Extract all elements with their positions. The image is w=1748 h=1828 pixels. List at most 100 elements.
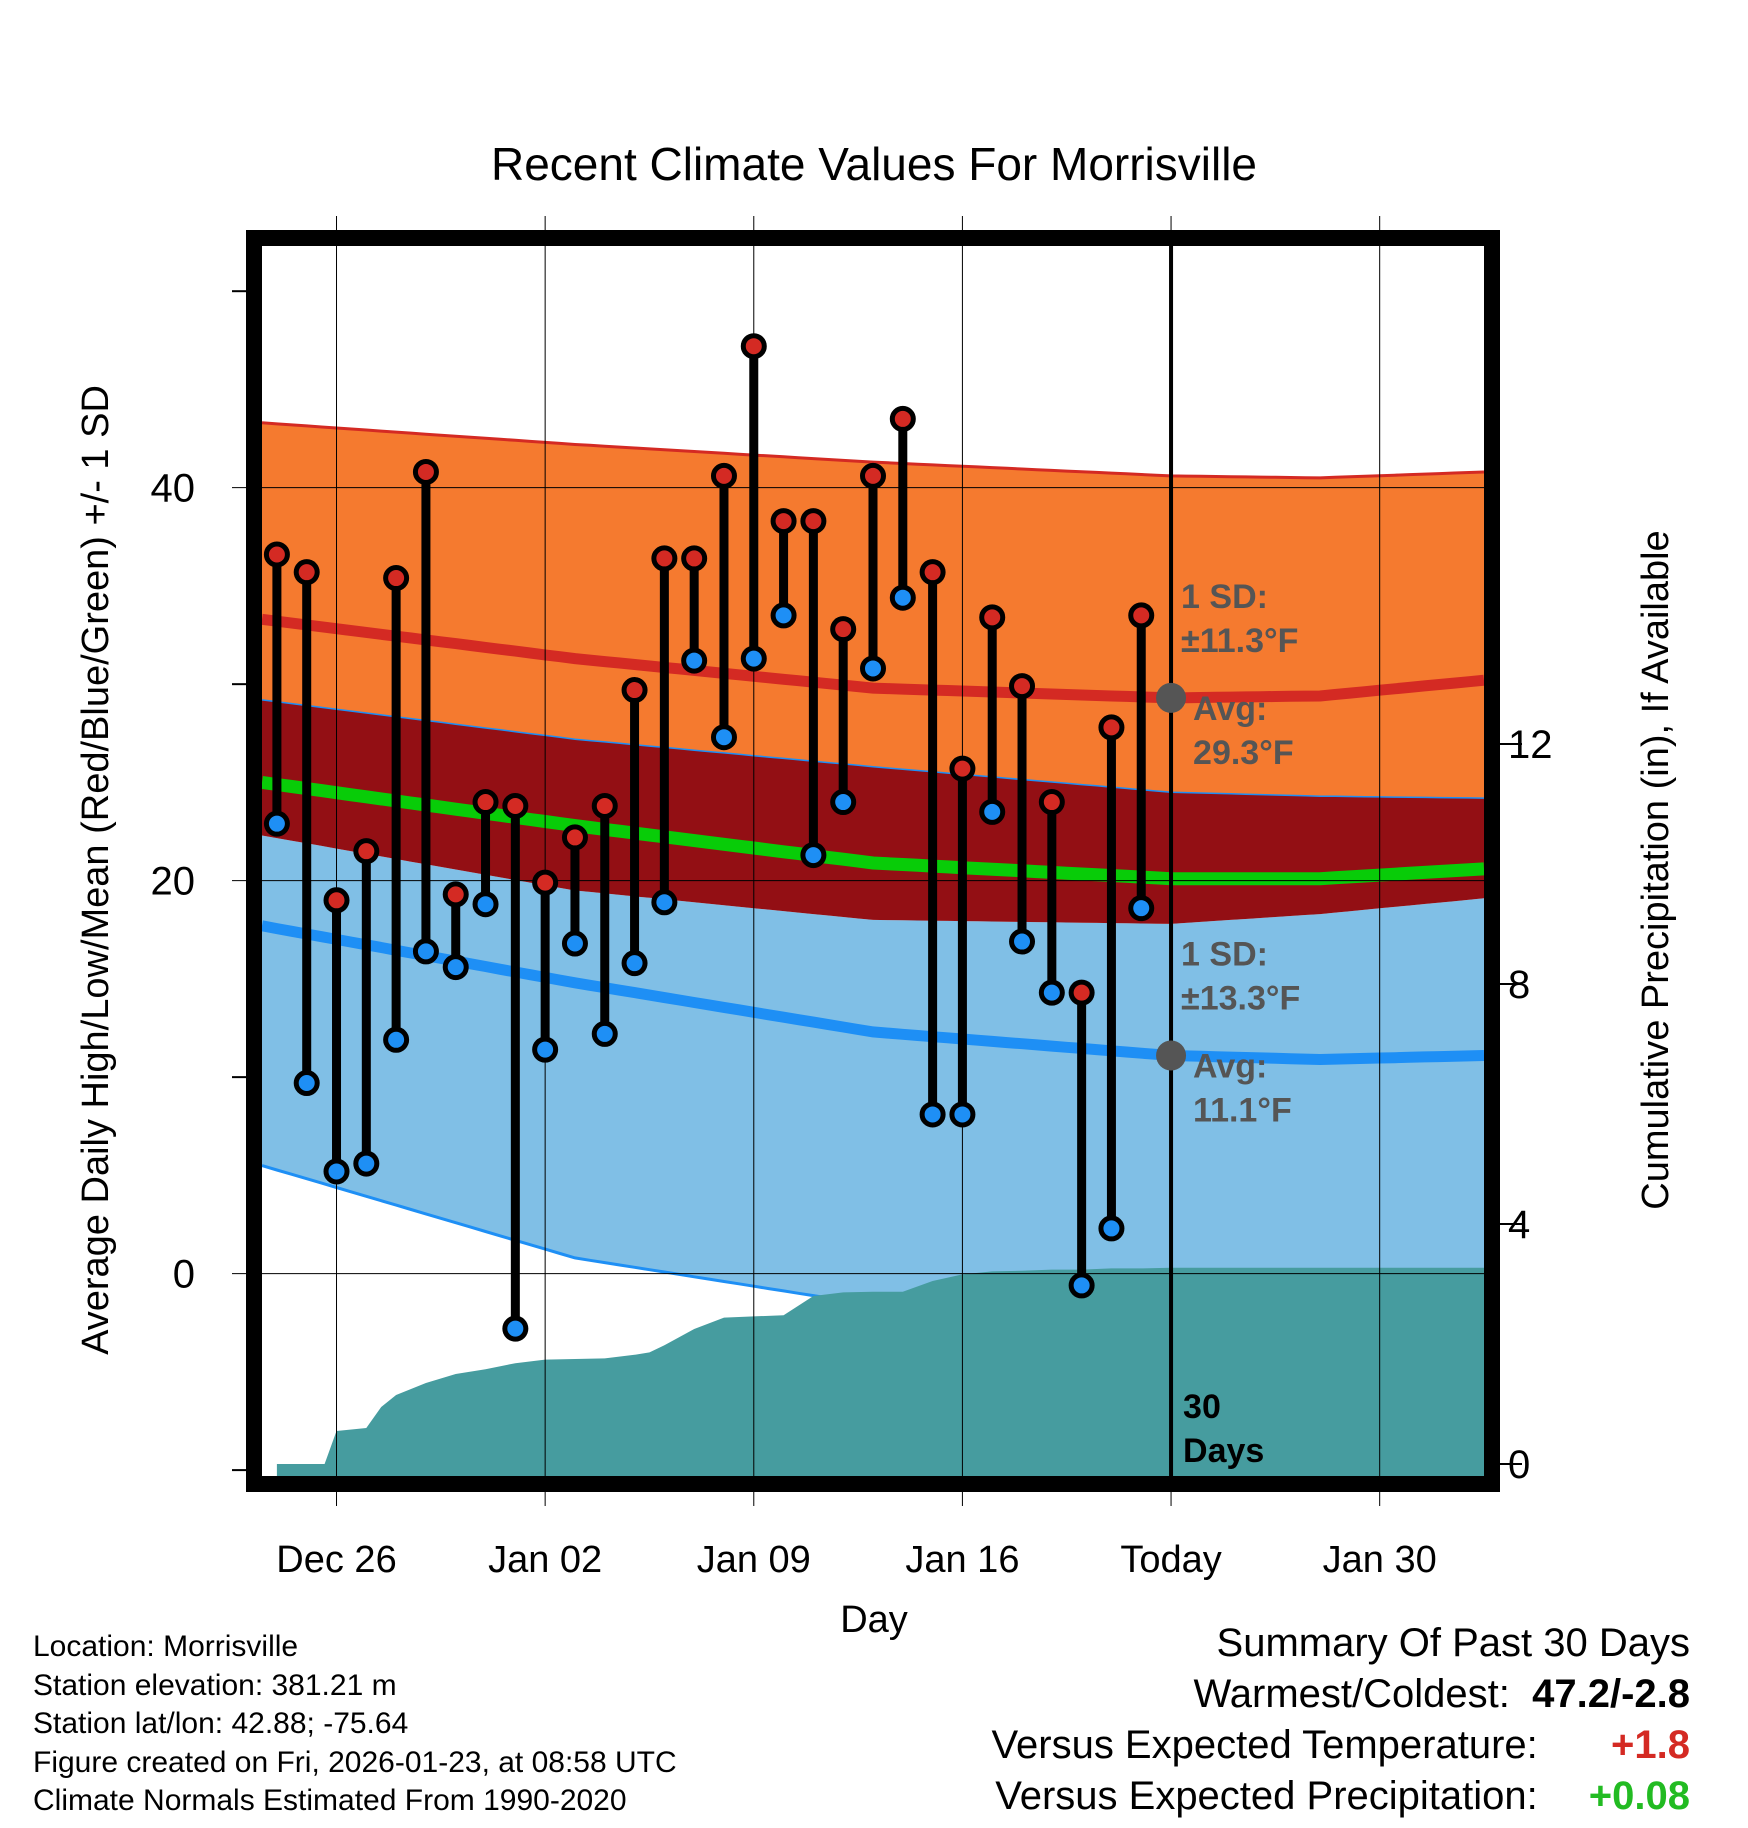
summary-heading: Summary Of Past 30 Days	[1216, 1621, 1690, 1665]
y-tick-label: 0	[173, 1253, 195, 1297]
period-label: 30	[1183, 1388, 1221, 1426]
daily-low-point	[740, 645, 767, 672]
low-sd-band	[262, 835, 1484, 1311]
daily-low-point	[710, 724, 737, 751]
normals-text: Climate Normals Estimated From 1990-2020	[33, 1784, 627, 1817]
y-tick-label: 20	[151, 860, 196, 904]
overlap-band	[262, 699, 1484, 924]
daily-low-point	[323, 1158, 350, 1185]
axes: 0 20 40 0 4 8 12 Dec 26 Jan 02 Jan 09 Jan 16 Today J…	[151, 216, 1553, 1581]
annotations: 30 Days 1 SD: ±11.3°F Avg: 29.3°F 1 SD: ±13.3°F…	[1156, 578, 1300, 1470]
daily-high-point	[860, 462, 886, 489]
daily-high-point	[681, 545, 708, 572]
y-tick-label: 40	[151, 467, 196, 511]
daily-low-point	[532, 1036, 559, 1063]
daily-high-point	[561, 824, 588, 851]
daily-low-point	[591, 1020, 618, 1047]
summary-panel: Summary Of Past 30 Days Warmest/Coldest:…	[992, 1618, 1690, 1822]
elevation-text: Station elevation: 381.21 m	[33, 1668, 397, 1702]
daily-low-point	[949, 1101, 976, 1128]
daily-high-point	[1009, 673, 1036, 700]
daily-low-point	[442, 954, 469, 981]
daily-high-point	[412, 458, 439, 485]
x-tick-label: Dec 26	[276, 1539, 396, 1581]
precip-area	[276, 1267, 1484, 1476]
high-sd-upper-line	[262, 421, 1484, 480]
summary-warmest-row: Warmest/Coldest: 47.2/-2.8	[992, 1669, 1691, 1720]
x-tick-label: Jan 30	[1323, 1539, 1437, 1581]
daily-low-point	[621, 950, 648, 977]
station-info: Location: Morrisville Station elevation:…	[33, 1628, 677, 1821]
daily-high-point	[383, 565, 410, 592]
daily-low-point	[1038, 979, 1065, 1006]
daily-high-point	[710, 462, 737, 489]
chart-title: Recent Climate Values For Morrisville	[491, 138, 1257, 190]
daily-high-point	[591, 792, 618, 819]
created-text: Figure created on Fri, 2026-01-23, at 08…	[33, 1745, 677, 1779]
daily-high-point	[800, 508, 827, 535]
location-text: Location: Morrisville	[33, 1630, 299, 1663]
normal-mean-line	[262, 775, 1484, 886]
daily-high-point	[740, 333, 767, 360]
y2-axis-label: Cumulative Precipitation (in), If Availa…	[1635, 530, 1677, 1209]
daily-low-point	[830, 789, 857, 816]
daily-low-point	[1068, 1272, 1095, 1299]
daily-low-point	[412, 938, 439, 965]
daily-high-point	[1038, 789, 1065, 816]
high-sd-lower-line	[262, 699, 1484, 799]
daily-high-point	[979, 604, 1006, 631]
period-label: Days	[1183, 1432, 1264, 1470]
daily-low-point	[919, 1101, 946, 1128]
today-normal-marker	[1156, 1040, 1187, 1071]
daily-high-point	[532, 869, 559, 896]
daily-high-point	[353, 838, 380, 865]
y2-tick-label: 8	[1508, 963, 1530, 1007]
daily-low-point	[502, 1315, 529, 1342]
daily-low-point	[472, 891, 499, 918]
plot-frame	[246, 230, 1500, 1492]
summary-precip-row: Versus Expected Precipitation: +0.08	[992, 1771, 1690, 1822]
daily-high-point	[830, 616, 857, 643]
daily-low-point	[800, 842, 827, 869]
warmest-value: 47.2/-2.8	[1532, 1672, 1690, 1716]
daily-low-point	[770, 602, 797, 629]
daily-high-point	[442, 881, 469, 908]
daily-high-point	[293, 559, 320, 586]
daily-high-point	[949, 755, 976, 782]
daily-low-point	[889, 584, 916, 611]
x-tick-label: Jan 02	[488, 1539, 602, 1581]
y2-tick-label: 12	[1508, 723, 1553, 767]
normal-annotation-text: Avg:	[1193, 690, 1267, 728]
normal-annotation-text: ±11.3°F	[1181, 622, 1298, 660]
daily-high-point	[323, 887, 350, 914]
daily-high-point	[651, 545, 678, 572]
daily-high-point	[263, 541, 290, 568]
x-axis-label: Day	[840, 1599, 908, 1641]
daily-high-point	[472, 789, 499, 816]
normal-annotation-text: 11.1°F	[1193, 1092, 1292, 1130]
daily-low-point	[1098, 1215, 1125, 1242]
normal-high-line	[262, 613, 1484, 704]
temp-value: +1.8	[1611, 1723, 1690, 1767]
normal-annotation-text: 1 SD:	[1181, 578, 1268, 616]
daily-high-point	[889, 405, 916, 432]
x-tick-label: Jan 16	[905, 1539, 1019, 1581]
y2-tick-label: 4	[1508, 1203, 1530, 1247]
daily-high-point	[621, 677, 648, 704]
warmest-label: Warmest/Coldest:	[1193, 1672, 1510, 1716]
daily-low-point	[651, 889, 678, 916]
normal-annotation-text: 29.3°F	[1193, 734, 1294, 772]
normal-annotation-text: Avg:	[1193, 1048, 1267, 1086]
daily-high-point	[919, 559, 946, 586]
daily-low-point	[1128, 895, 1155, 922]
x-tick-label: Jan 09	[697, 1539, 811, 1581]
precip-value: +0.08	[1588, 1774, 1690, 1818]
daily-high-point	[1098, 714, 1125, 741]
normal-annotation-text: 1 SD:	[1181, 936, 1268, 974]
precip-label: Versus Expected Precipitation:	[995, 1774, 1538, 1818]
latlon-text: Station lat/lon: 42.88; -75.64	[33, 1707, 409, 1740]
daily-low-point	[293, 1070, 320, 1097]
daily-low-point	[979, 798, 1006, 825]
daily-low-point	[383, 1026, 410, 1053]
